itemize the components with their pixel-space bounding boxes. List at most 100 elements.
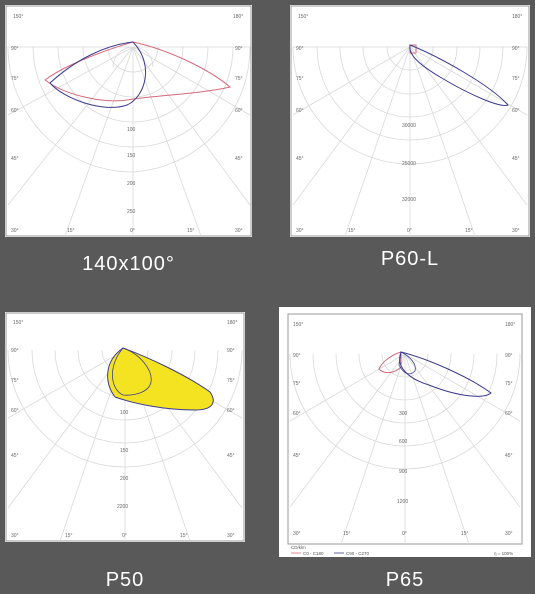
svg-text:600: 600 — [399, 439, 408, 445]
svg-text:60°: 60° — [11, 408, 19, 414]
svg-text:45°: 45° — [296, 156, 304, 162]
svg-text:60°: 60° — [505, 411, 513, 417]
polar-grid — [7, 46, 251, 237]
svg-text:100: 100 — [120, 410, 129, 416]
chart-legend: CD/klm C0 - C180 C90 - C270 η = 100% — [291, 545, 513, 556]
svg-text:75°: 75° — [227, 378, 235, 384]
polar-chart-3-svg: 150° 180° 90° 90° 75° 75° 60° 60° 45° 45… — [5, 312, 245, 542]
svg-text:45°: 45° — [505, 453, 513, 459]
svg-text:30°: 30° — [11, 533, 19, 539]
svg-text:25000: 25000 — [402, 161, 416, 167]
svg-text:15°: 15° — [187, 228, 195, 234]
curve-c90 — [44, 41, 232, 102]
svg-text:45°: 45° — [512, 156, 520, 162]
svg-text:75°: 75° — [296, 76, 304, 82]
svg-text:0°: 0° — [130, 228, 135, 234]
svg-text:200: 200 — [120, 476, 129, 482]
tick-labels: 150° 180° 90° 90° 75° 75° 60° 60° 45° 45… — [11, 14, 243, 234]
svg-text:45°: 45° — [11, 156, 19, 162]
curve-c0 — [49, 41, 147, 108]
polar-diagram-p65: 150° 180° 90° 90° 75° 75° 60° 60° 45° 45… — [279, 307, 531, 557]
tick-labels: 150° 180° 90° 90° 75° 75° 60° 60° 45° 45… — [11, 320, 237, 539]
svg-text:0°: 0° — [122, 533, 127, 539]
legend-unit: CD/klm — [291, 545, 306, 550]
svg-text:300: 300 — [399, 411, 408, 417]
svg-text:15°: 15° — [65, 533, 73, 539]
svg-text:90°: 90° — [296, 46, 304, 52]
curve-c0-filled — [107, 347, 214, 411]
svg-text:90°: 90° — [11, 348, 19, 354]
svg-text:60°: 60° — [227, 408, 235, 414]
svg-text:180°: 180° — [227, 320, 237, 326]
svg-text:200: 200 — [127, 181, 136, 187]
svg-text:75°: 75° — [11, 378, 19, 384]
svg-text:15°: 15° — [180, 533, 188, 539]
legend-c90: C90 - C270 — [346, 551, 370, 556]
svg-text:180°: 180° — [233, 14, 243, 20]
svg-text:15°: 15° — [343, 531, 351, 537]
svg-text:250: 250 — [127, 209, 136, 215]
polar-chart-1-svg: 150° 180° 90° 90° 75° 75° 60° 60° 45° 45… — [5, 5, 252, 237]
svg-text:90°: 90° — [227, 348, 235, 354]
svg-text:150°: 150° — [13, 320, 23, 326]
polar-chart-2-svg: 150° 180° 90° 90° 75° 75° 60° 60° 45° 45… — [290, 5, 530, 237]
svg-text:0°: 0° — [407, 228, 412, 234]
polar-diagram-140x100: 150° 180° 90° 90° 75° 75° 60° 60° 45° 45… — [5, 5, 252, 237]
svg-text:30°: 30° — [293, 531, 301, 537]
svg-text:30000: 30000 — [402, 123, 416, 129]
curve-c90 — [112, 347, 152, 396]
caption-p60-l: P60-L — [380, 248, 440, 270]
svg-text:75°: 75° — [505, 381, 513, 387]
svg-text:60°: 60° — [296, 108, 304, 114]
svg-text:180°: 180° — [505, 322, 515, 328]
svg-text:15°: 15° — [67, 228, 75, 234]
svg-text:15°: 15° — [348, 228, 356, 234]
svg-text:0°: 0° — [402, 531, 407, 537]
polar-grid — [292, 46, 528, 237]
svg-text:100: 100 — [127, 127, 136, 133]
svg-text:30°: 30° — [227, 533, 235, 539]
svg-text:45°: 45° — [227, 453, 235, 459]
svg-text:90°: 90° — [11, 46, 19, 52]
svg-text:900: 900 — [399, 469, 408, 475]
svg-text:2200: 2200 — [117, 504, 128, 510]
svg-text:30°: 30° — [296, 228, 304, 234]
svg-text:180°: 180° — [512, 14, 522, 20]
polar-diagram-p60-l: 150° 180° 90° 90° 75° 75° 60° 60° 45° 45… — [290, 5, 530, 237]
polar-chart-4-svg: 150° 180° 90° 90° 75° 75° 60° 60° 45° 45… — [287, 313, 523, 556]
caption-p50: P50 — [105, 569, 145, 591]
svg-text:75°: 75° — [512, 76, 520, 82]
caption-p65: P65 — [385, 569, 425, 591]
caption-140x100: 140x100° — [82, 253, 175, 275]
svg-text:75°: 75° — [235, 76, 243, 82]
svg-text:60°: 60° — [512, 108, 520, 114]
svg-text:45°: 45° — [235, 156, 243, 162]
svg-text:45°: 45° — [11, 453, 19, 459]
svg-text:150°: 150° — [13, 14, 23, 20]
polar-grid — [289, 353, 521, 545]
svg-text:90°: 90° — [505, 353, 513, 359]
svg-text:15°: 15° — [461, 531, 469, 537]
tick-labels: 150° 180° 90° 90° 75° 75° 60° 60° 45° 45… — [296, 14, 522, 234]
svg-text:150°: 150° — [298, 14, 308, 20]
svg-text:150: 150 — [127, 153, 136, 159]
svg-text:150°: 150° — [293, 322, 303, 328]
svg-text:30°: 30° — [235, 228, 243, 234]
svg-text:60°: 60° — [11, 108, 19, 114]
curve-c0-inner — [398, 351, 416, 375]
svg-text:30°: 30° — [505, 531, 513, 537]
polar-diagram-p50: 150° 180° 90° 90° 75° 75° 60° 60° 45° 45… — [5, 312, 245, 542]
svg-text:60°: 60° — [293, 411, 301, 417]
svg-text:150: 150 — [120, 448, 129, 454]
curve-c0 — [409, 44, 509, 106]
svg-text:15°: 15° — [465, 228, 473, 234]
svg-text:75°: 75° — [293, 381, 301, 387]
tick-labels: 150° 180° 90° 90° 75° 75° 60° 60° 45° 45… — [293, 322, 515, 537]
legend-c0: C0 - C180 — [303, 551, 324, 556]
svg-text:1200: 1200 — [397, 499, 408, 505]
svg-text:75°: 75° — [11, 76, 19, 82]
svg-text:32000: 32000 — [402, 197, 416, 203]
svg-text:90°: 90° — [235, 46, 243, 52]
svg-text:60°: 60° — [235, 108, 243, 114]
svg-text:90°: 90° — [512, 46, 520, 52]
